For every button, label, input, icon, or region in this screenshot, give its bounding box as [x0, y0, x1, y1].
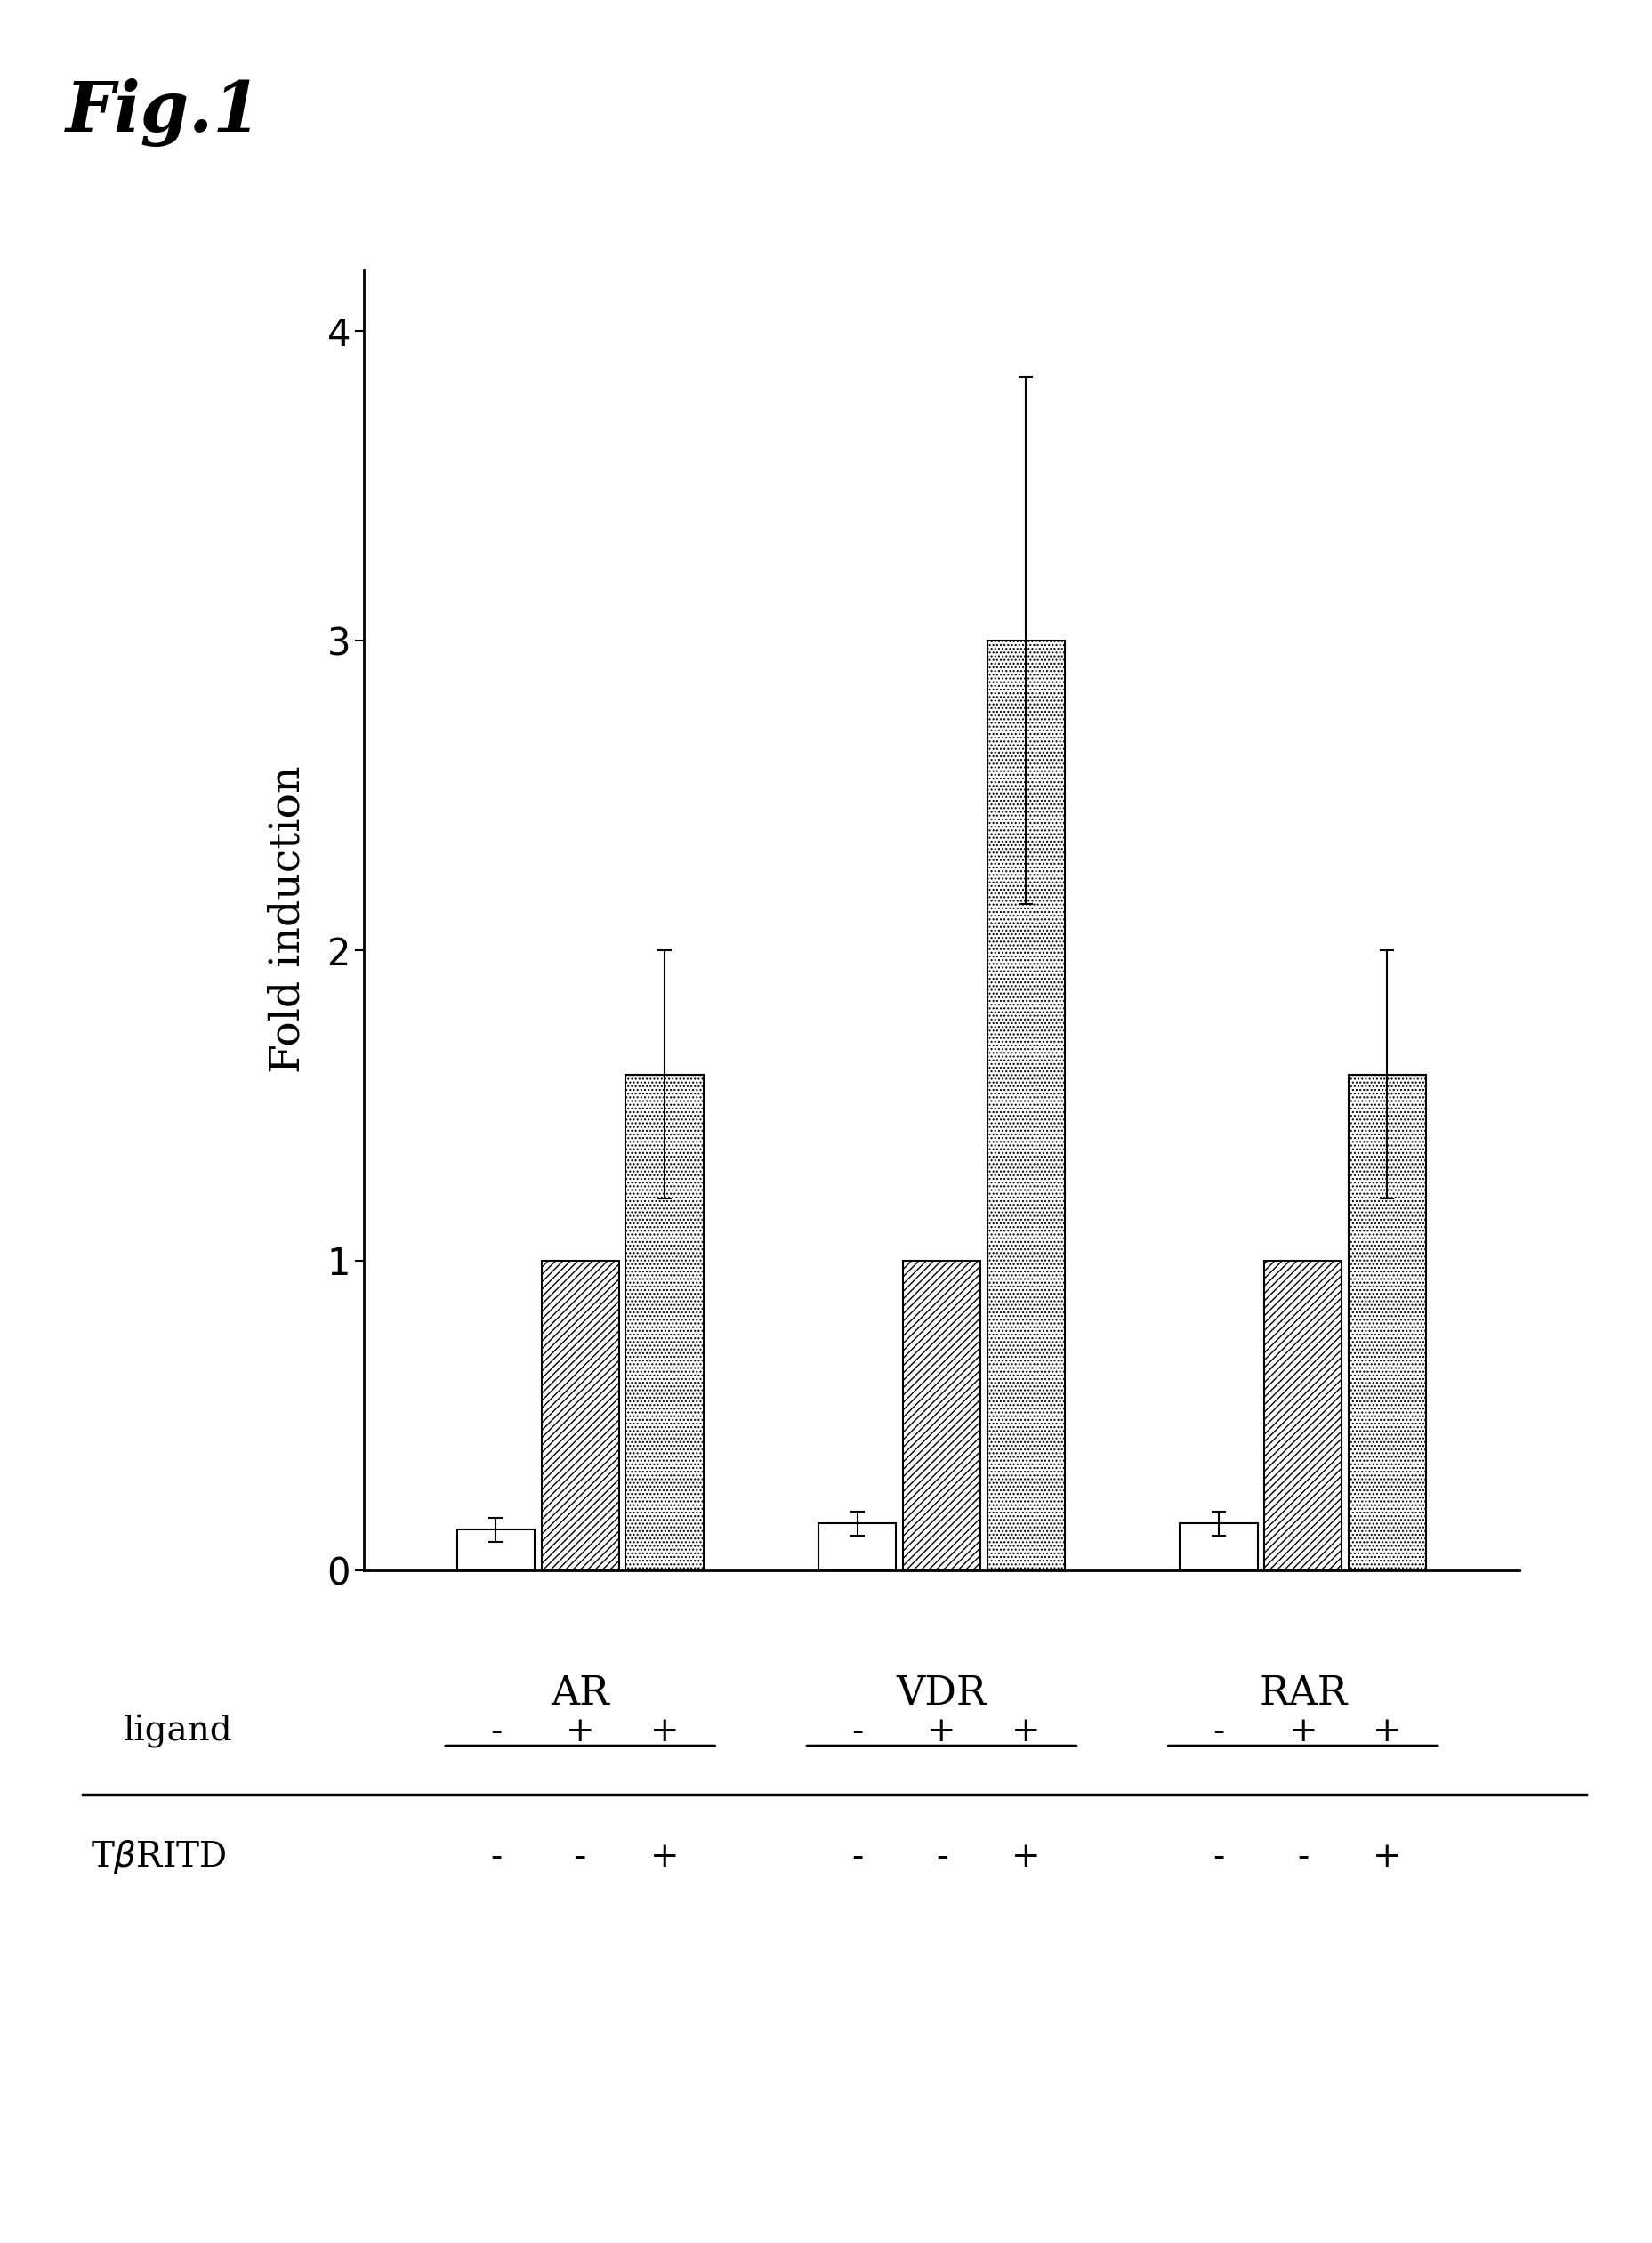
Text: -: - [851, 1716, 864, 1747]
Text: +: + [1373, 1716, 1403, 1747]
Text: RAR: RAR [1259, 1673, 1348, 1714]
Text: +: + [1373, 1842, 1403, 1873]
Text: -: - [491, 1842, 502, 1873]
Text: -: - [851, 1842, 864, 1873]
Bar [1264, 1261, 1341, 1570]
Text: +: + [1011, 1716, 1041, 1747]
Text: AR: AR [552, 1673, 610, 1714]
Bar [988, 641, 1066, 1570]
Bar [542, 1261, 620, 1570]
Text: -: - [1213, 1842, 1224, 1873]
Text: VDR: VDR [897, 1673, 986, 1714]
Text: -: - [575, 1842, 586, 1873]
Text: -: - [1213, 1716, 1224, 1747]
Bar [1180, 1523, 1257, 1570]
Text: +: + [565, 1716, 595, 1747]
Y-axis label: Fold induction: Fold induction [268, 765, 309, 1074]
Text: Fig.1: Fig.1 [66, 79, 263, 148]
Bar [1348, 1074, 1426, 1570]
Text: -: - [935, 1842, 948, 1873]
Text: -: - [491, 1716, 502, 1747]
Text: -: - [1297, 1842, 1308, 1873]
Text: +: + [651, 1716, 679, 1747]
Bar [818, 1523, 895, 1570]
Bar [458, 1530, 535, 1570]
Text: +: + [1011, 1842, 1041, 1873]
Text: +: + [927, 1716, 957, 1747]
Bar [904, 1261, 980, 1570]
Bar [626, 1074, 704, 1570]
Text: +: + [1289, 1716, 1318, 1747]
Text: ligand: ligand [124, 1714, 233, 1750]
Text: +: + [651, 1842, 679, 1873]
Text: T$\beta$RITD: T$\beta$RITD [91, 1839, 226, 1875]
